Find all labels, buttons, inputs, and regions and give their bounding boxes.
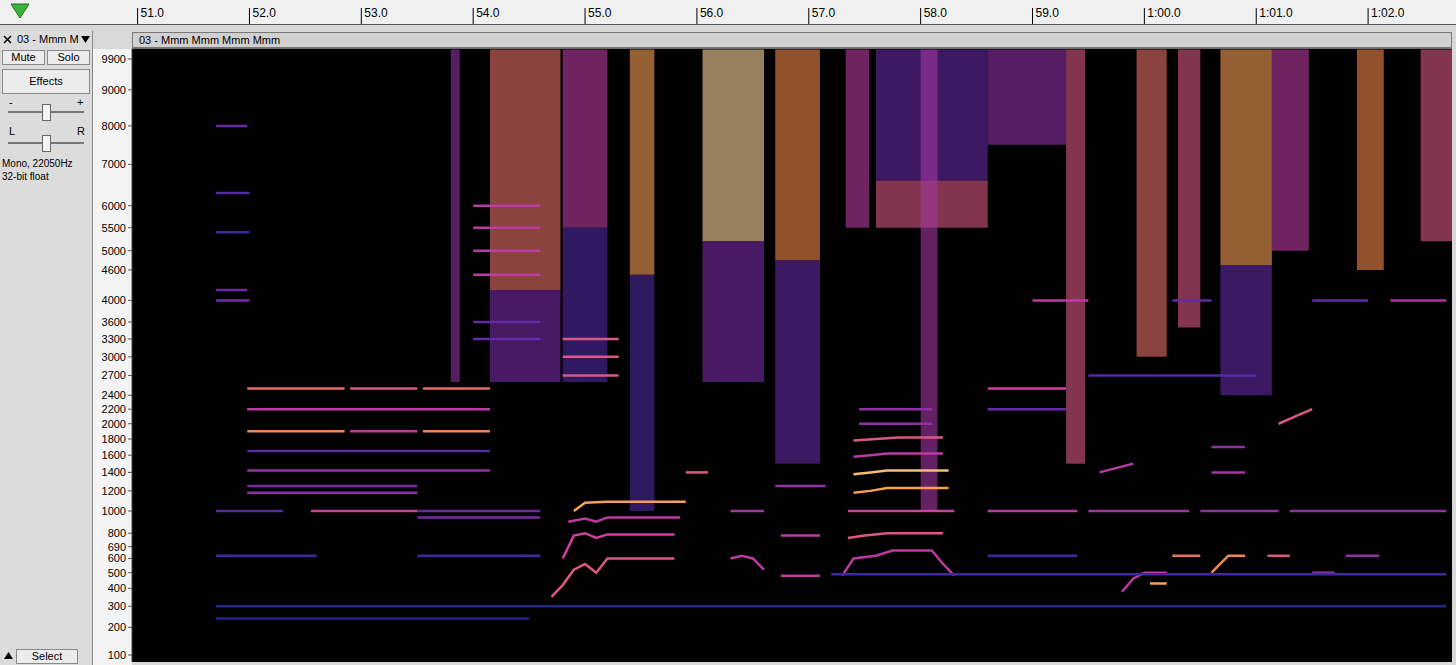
svg-text:3000: 3000 <box>102 351 126 363</box>
html-text:Mute: Mute <box>11 51 36 63</box>
svg-text:800: 800 <box>108 527 126 539</box>
svg-text:4600: 4600 <box>102 264 126 276</box>
svg-text:1:00.0: 1:00.0 <box>1147 6 1181 20</box>
svg-text:2000: 2000 <box>102 418 126 430</box>
html-text:Select: Select <box>31 650 63 662</box>
svg-text:500: 500 <box>108 567 126 579</box>
svg-text:1200: 1200 <box>102 485 126 497</box>
svg-text:9900: 9900 <box>102 53 126 65</box>
html-text:L: L <box>9 125 16 137</box>
html-text:Solo: Solo <box>57 51 80 63</box>
svg-text:2200: 2200 <box>102 403 126 415</box>
svg-text:600: 600 <box>108 552 126 564</box>
svg-text:4000: 4000 <box>102 294 126 306</box>
svg-text:690: 690 <box>108 541 126 553</box>
svg-text:56.0: 56.0 <box>700 6 724 20</box>
svg-text:5000: 5000 <box>102 245 126 257</box>
html-text:R: R <box>77 125 85 137</box>
svg-text:200: 200 <box>108 621 126 633</box>
svg-text:2400: 2400 <box>102 389 126 401</box>
svg-text:1000: 1000 <box>102 505 126 517</box>
svg-text:8000: 8000 <box>102 120 126 132</box>
svg-text:9000: 9000 <box>102 84 126 96</box>
svg-text:59.0: 59.0 <box>1036 6 1060 20</box>
svg-text:2700: 2700 <box>102 369 126 381</box>
html-text:03 - Mmm Mmm Mmm Mmm: 03 - Mmm Mmm Mmm Mmm <box>139 34 281 46</box>
html-text:32-bit float: 32-bit float <box>2 171 49 182</box>
svg-text:5500: 5500 <box>102 222 126 234</box>
svg-text:54.0: 54.0 <box>476 6 500 20</box>
svg-text:100: 100 <box>108 649 126 661</box>
svg-text:6000: 6000 <box>102 200 126 212</box>
svg-text:1600: 1600 <box>102 449 126 461</box>
html-text:Effects: Effects <box>29 75 63 87</box>
svg-text:7000: 7000 <box>102 158 126 170</box>
html-text:03 - Mmm M: 03 - Mmm M <box>17 33 79 45</box>
svg-text:1:02.0: 1:02.0 <box>1371 6 1405 20</box>
svg-text:57.0: 57.0 <box>812 6 836 20</box>
html-text:Mono, 22050Hz: Mono, 22050Hz <box>2 158 73 169</box>
svg-text:3300: 3300 <box>102 333 126 345</box>
svg-text:1800: 1800 <box>102 433 126 445</box>
svg-text:53.0: 53.0 <box>364 6 388 20</box>
svg-text:52.0: 52.0 <box>252 6 276 20</box>
svg-text:1:01.0: 1:01.0 <box>1259 6 1293 20</box>
svg-text:55.0: 55.0 <box>588 6 612 20</box>
svg-text:58.0: 58.0 <box>924 6 948 20</box>
svg-text:400: 400 <box>108 582 126 594</box>
svg-text:3600: 3600 <box>102 316 126 328</box>
svg-text:1400: 1400 <box>102 466 126 478</box>
svg-text:300: 300 <box>108 600 126 612</box>
svg-text:51.0: 51.0 <box>141 6 165 20</box>
